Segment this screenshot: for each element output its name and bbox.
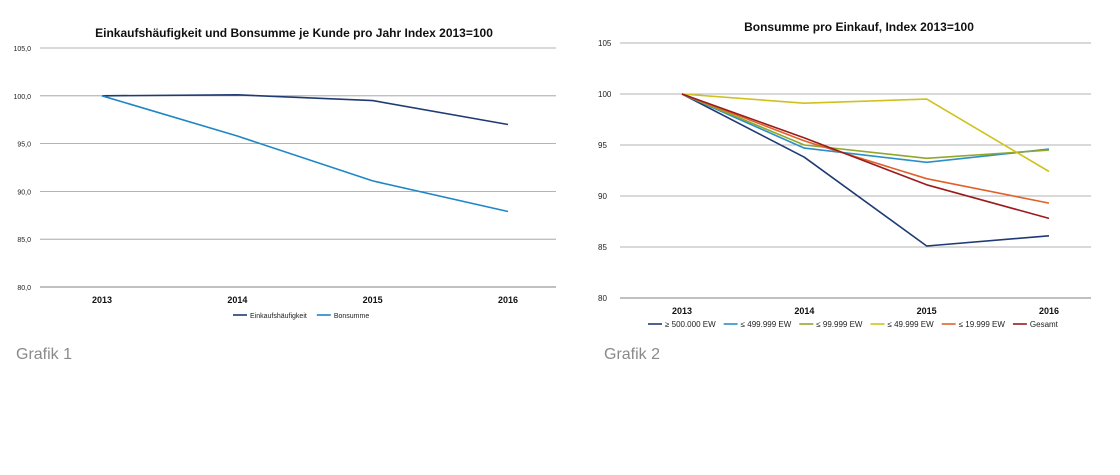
chart2-legend-label: ≤ 19.999 EW: [959, 320, 1006, 329]
chart2-series-line: [681, 93, 1050, 160]
chart1-legend-label: Einkaufshäufigkeit: [250, 313, 307, 320]
chart1-legend-label: Bonsumme: [334, 313, 370, 320]
chart2-x-tick-label: 2014: [794, 306, 814, 316]
chart1-x-tick-label: 2014: [227, 295, 247, 305]
chart1-x-tick-label: 2013: [92, 295, 112, 305]
chart1-series-line: [101, 94, 509, 126]
chart2-series-line: [681, 93, 1050, 173]
chart1-y-tick-label: 85,0: [17, 237, 31, 244]
chart2-x-tick-label: 2015: [917, 306, 937, 316]
chart1-x-tick-label: 2016: [498, 295, 518, 305]
chart1-x-tick-label: 2015: [363, 295, 383, 305]
chart2-legend-label: Gesamt: [1030, 320, 1059, 329]
chart-einkaufshaeufigkeit: Einkaufshäufigkeit und Bonsumme je Kunde…: [0, 0, 560, 340]
chart2-series-line: [681, 93, 1050, 164]
chart2-y-tick-label: 85: [598, 243, 607, 252]
chart1-y-tick-label: 95,0: [17, 142, 31, 149]
chart2-y-tick-label: 100: [598, 90, 612, 99]
chart2-legend-label: ≤ 499.999 EW: [741, 320, 792, 329]
chart2-svg: Bonsumme pro Einkauf, Index 2013=100 80 85…: [598, 20, 1091, 329]
chart2-series-line: [681, 93, 1050, 220]
chart1-y-tick-label: 100,0: [13, 94, 31, 101]
chart1-series-line: [101, 95, 509, 213]
chart2-y-tick-label: 95: [598, 141, 607, 150]
caption-grafik-2: Grafik 2: [604, 346, 661, 363]
chart2-series-line: [681, 93, 1050, 204]
chart2-legend-label: ≥ 500.000 EW: [665, 320, 716, 329]
chart2-title: Bonsumme pro Einkauf, Index 2013=100: [744, 20, 974, 34]
chart1-svg: Einkaufshäufigkeit und Bonsumme je Kunde…: [13, 26, 556, 320]
chart2-y-tick-label: 90: [598, 192, 607, 201]
chart1-y-tick-label: 105,0: [13, 46, 31, 53]
chart2-series-line: [681, 93, 1050, 247]
chart2-legend-label: ≤ 49.999 EW: [887, 320, 934, 329]
chart2-y-tick-label: 105: [598, 39, 612, 48]
chart2-legend-label: ≤ 99.999 EW: [816, 320, 863, 329]
caption-grafik-1: Grafik 1: [16, 346, 73, 363]
chart1-y-tick-label: 80,0: [17, 285, 31, 292]
chart2-x-tick-label: 2016: [1039, 306, 1059, 316]
chart1-title: Einkaufshäufigkeit und Bonsumme je Kunde…: [95, 26, 493, 40]
chart2-x-tick-label: 2013: [672, 306, 692, 316]
chart2-y-tick-label: 80: [598, 294, 607, 303]
chart-bonsumme-pro-einkauf: Bonsumme pro Einkauf, Index 2013=100 80 85…: [588, 0, 1120, 340]
chart1-y-tick-label: 90,0: [17, 189, 31, 196]
